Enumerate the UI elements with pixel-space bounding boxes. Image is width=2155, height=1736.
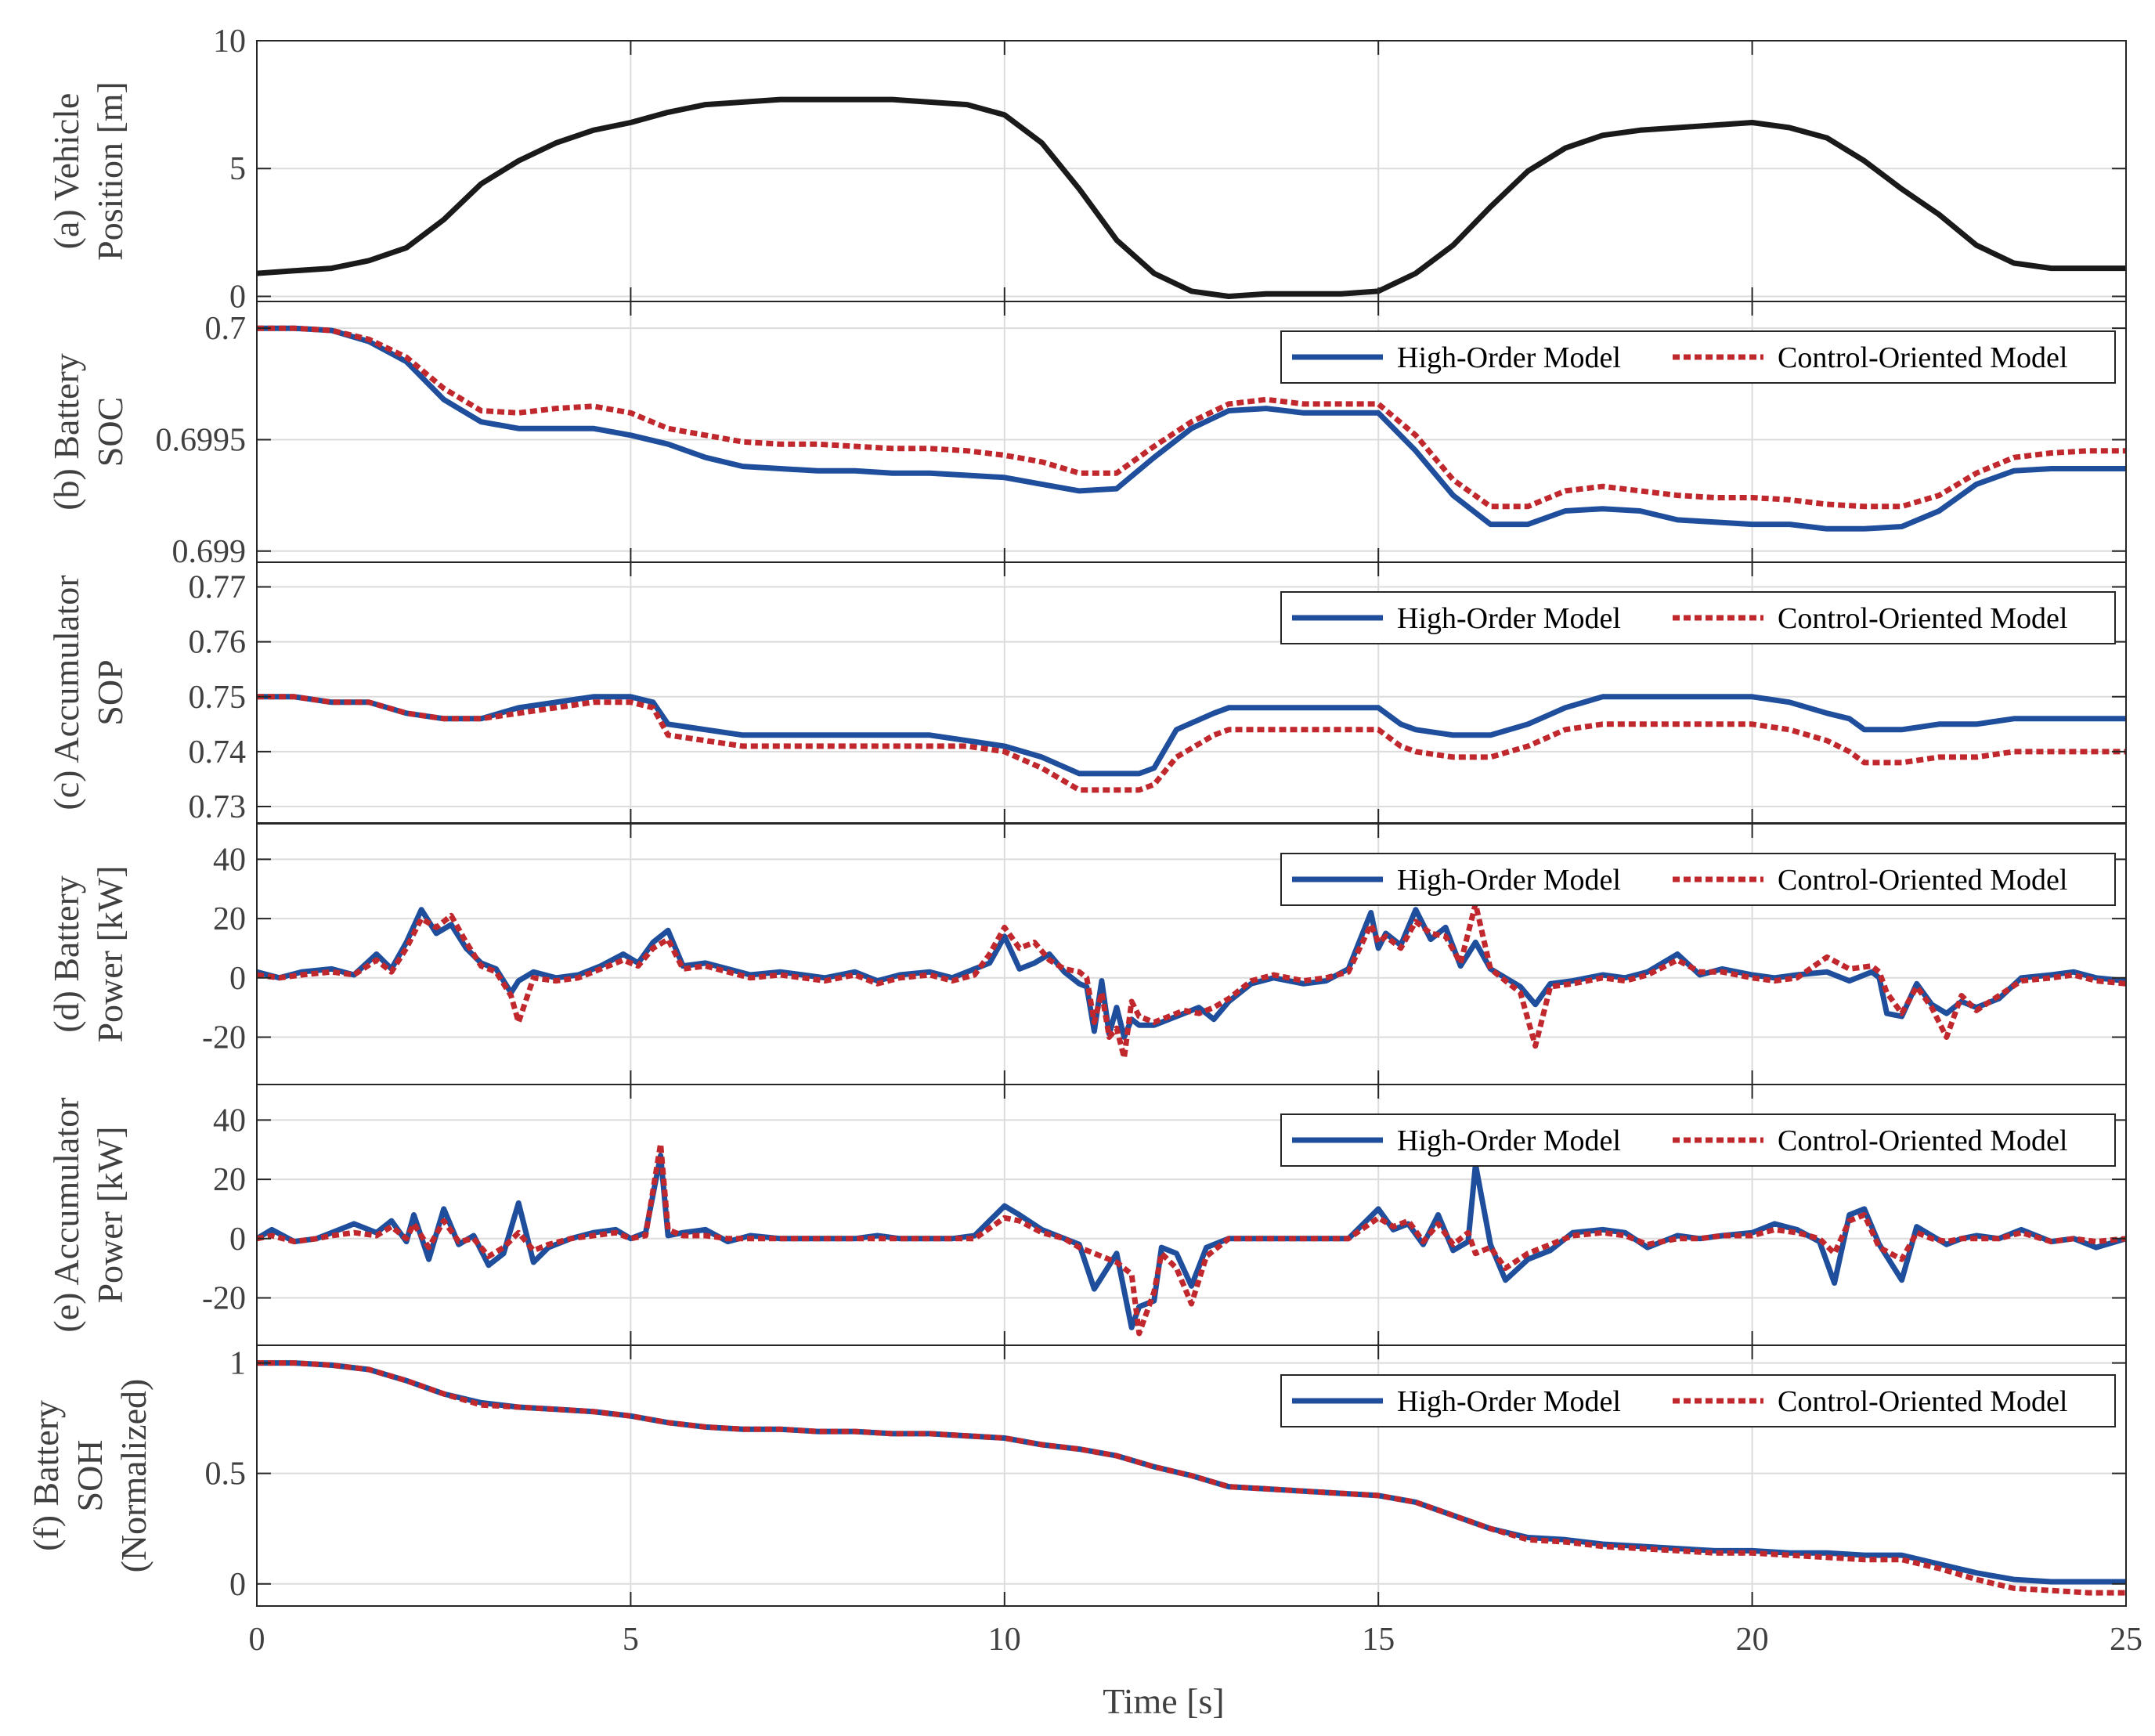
panel-d-y-tick-label-1: 0 — [229, 961, 246, 997]
panel-c-y-axis-label-line-0: (c) Accumulator — [46, 575, 86, 810]
panel-c-y-tick-label-4: 0.77 — [189, 570, 247, 606]
panel-d-y-tick-label-3: 40 — [213, 842, 246, 878]
panel-b: 0.699 0.6995 0.7 (b) Battery SOC High-Order M… — [46, 301, 2127, 570]
panel-d-y-axis-label-line-1: Power [kW] — [90, 865, 130, 1042]
panel-d-series-control-oriented-line — [257, 900, 2126, 1061]
panel-c-y-axis-label-line-1: SOP — [90, 659, 130, 725]
x-tick-label-5: 25 — [2110, 1622, 2142, 1658]
panel-e-legend: High-Order Model Control-Oriented Model — [1280, 1113, 2116, 1167]
panel-f-y-tick-label-1: 0.5 — [205, 1456, 247, 1492]
panel-c-series-high-order-line — [257, 694, 2126, 777]
x-tick-label-0: 0 — [249, 1622, 265, 1658]
panel-b-legend-label-high-order: High-Order Model — [1397, 341, 1621, 374]
panel-a-y-tick-label-2: 10 — [213, 23, 246, 60]
panel-f: 0 0.5 1 (f) Battery SOH (Normalized) High-Orde… — [26, 1344, 2142, 1658]
panel-c-legend-label-control-oriented: Control-Oriented Model — [1778, 602, 2067, 635]
panel-a-series-vehicle-line — [257, 96, 2126, 299]
panel-b-legend-label-control-oriented: Control-Oriented Model — [1778, 341, 2067, 374]
panel-f-legend-label-high-order: High-Order Model — [1397, 1385, 1621, 1418]
panel-e-y-tick-label-1: 0 — [229, 1222, 246, 1258]
x-tick-label-3: 15 — [1362, 1622, 1395, 1658]
panel-b-y-tick-label-2: 0.7 — [205, 311, 247, 347]
panel-d-y-axis-label-line-0: (d) Battery — [46, 875, 86, 1033]
panel-e-y-tick-label-3: 40 — [213, 1103, 246, 1139]
panel-c-y-tick-label-0: 0.73 — [189, 789, 247, 825]
panel-e-legend-label-high-order: High-Order Model — [1397, 1124, 1621, 1157]
panel-f-y-axis-label-line-0: (f) Battery — [26, 1400, 66, 1551]
panel-f-y-axis-label-line-1: SOH — [70, 1439, 110, 1511]
panel-e-y-axis-label-line-1: Power [kW] — [90, 1126, 130, 1303]
panel-e-y-tick-label-2: 20 — [213, 1162, 246, 1198]
panel-e-y-axis-label-line-0: (e) Accumulator — [46, 1097, 86, 1332]
panel-f-legend: High-Order Model Control-Oriented Model — [1280, 1374, 2116, 1427]
x-tick-label-4: 20 — [1736, 1622, 1769, 1658]
panel-e: -20 0 20 40 (e) Accumulator Power [kW] High-Or… — [46, 1084, 2127, 1346]
panel-f-legend-label-control-oriented: Control-Oriented Model — [1778, 1385, 2067, 1418]
panel-a-y-tick-label-0: 0 — [229, 279, 246, 315]
panel-e-series-control-oriented-line — [257, 1141, 2126, 1337]
panel-d-legend: High-Order Model Control-Oriented Model — [1280, 853, 2116, 906]
panel-c-y-tick-label-3: 0.76 — [189, 625, 247, 661]
x-axis-label: Time [s] — [1103, 1681, 1225, 1721]
panel-b-y-axis-label-line-1: SOC — [90, 397, 130, 467]
panel-f-series-control-oriented-line — [257, 1360, 2126, 1596]
panel-c-y-tick-label-1: 0.74 — [189, 734, 247, 771]
panel-b-y-tick-label-0: 0.699 — [172, 534, 247, 570]
panel-f-y-tick-label-0: 0 — [229, 1567, 246, 1603]
x-tick-label-2: 10 — [988, 1622, 1021, 1658]
panel-a: 0 5 10 (a) Vehicle Position [m] — [46, 23, 2127, 315]
panel-b-y-axis-label-line-0: (b) Battery — [46, 353, 86, 511]
x-tick-label-1: 5 — [623, 1622, 639, 1658]
panel-c-series-control-oriented-line — [257, 694, 2126, 793]
panel-e-legend-label-control-oriented: Control-Oriented Model — [1778, 1124, 2067, 1157]
panel-b-series-high-order-line — [257, 325, 2126, 532]
panel-d-series-high-order-line — [257, 907, 2126, 1040]
panel-a-y-tick-label-1: 5 — [229, 151, 246, 187]
panel-d-legend-label-control-oriented: Control-Oriented Model — [1778, 864, 2067, 897]
panel-d-y-tick-label-2: 20 — [213, 901, 246, 937]
panel-c-y-tick-label-2: 0.75 — [189, 680, 247, 716]
panel-a-frame — [256, 40, 2127, 302]
panel-a-y-axis-label-line-0: (a) Vehicle — [46, 93, 86, 250]
panel-d-legend-label-high-order: High-Order Model — [1397, 864, 1621, 897]
panel-f-y-tick-label-2: 1 — [229, 1346, 246, 1382]
panel-e-y-tick-label-0: -20 — [202, 1280, 246, 1316]
panel-f-y-axis-label-line-2: (Normalized) — [114, 1379, 153, 1573]
panel-f-frame — [256, 1344, 2127, 1607]
panel-a-y-axis-label-line-1: Position [m] — [90, 81, 130, 261]
panel-c-legend-label-high-order: High-Order Model — [1397, 602, 1621, 635]
panel-b-y-tick-label-1: 0.6995 — [156, 422, 247, 458]
panel-b-legend: High-Order Model Control-Oriented Model — [1280, 330, 2116, 384]
panel-d: -20 0 20 40 (d) Battery Power [kW] High-Order … — [46, 823, 2127, 1085]
panel-d-y-tick-label-0: -20 — [202, 1020, 246, 1056]
panel-d-legend-box — [1280, 853, 2116, 906]
panel-b-series-control-oriented-line — [257, 325, 2126, 510]
panel-c: 0.73 0.74 0.75 0.76 0.77 (c) Accumulator SOP Hi… — [46, 561, 2127, 825]
panel-c-legend: High-Order Model Control-Oriented Model — [1280, 591, 2116, 644]
